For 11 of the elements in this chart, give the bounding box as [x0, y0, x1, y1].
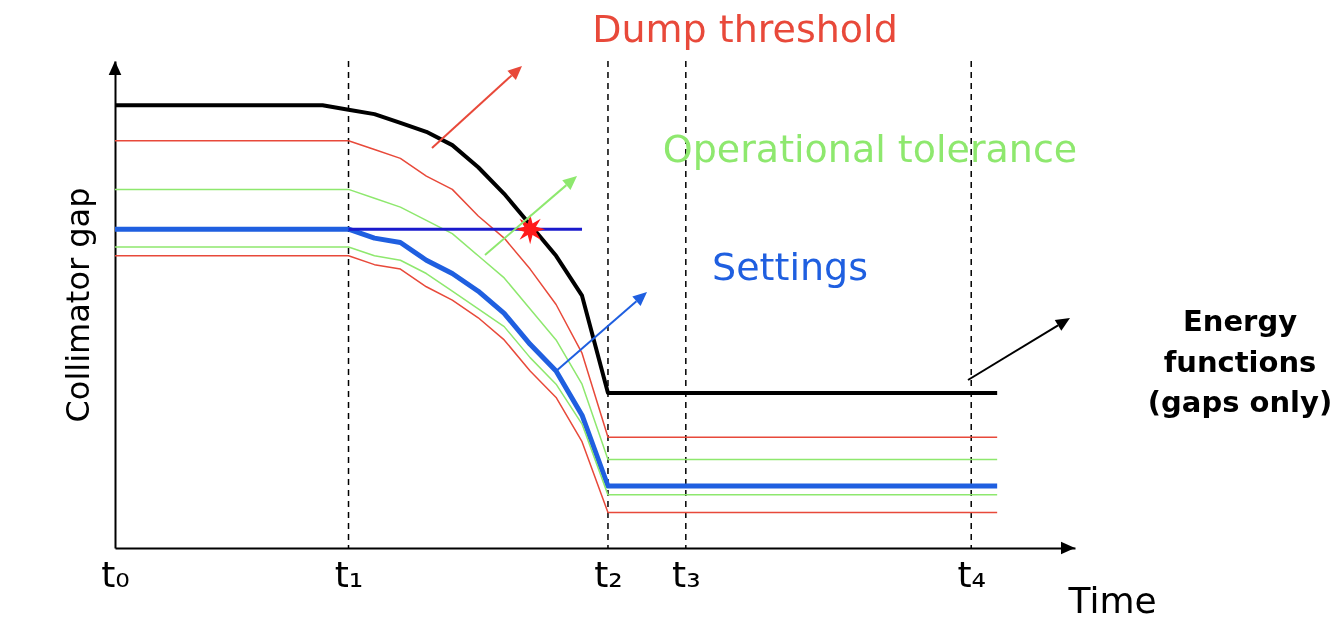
- text: Settings: [712, 245, 868, 289]
- x-axis-title: Time: [1067, 579, 1157, 621]
- x-tick-label: t₂: [594, 553, 623, 595]
- text: Operational tolerance: [662, 127, 1078, 171]
- x-tick-label: t₄: [957, 553, 986, 595]
- text: Energy functions (gaps only): [1147, 304, 1333, 420]
- x-tick-label: t₁: [334, 553, 364, 595]
- y-axis-title: Collimator gap: [58, 187, 97, 423]
- x-tick-label: t₀: [101, 553, 130, 595]
- x-tick-label: t₃: [672, 553, 701, 595]
- text: Dump threshold: [592, 7, 898, 51]
